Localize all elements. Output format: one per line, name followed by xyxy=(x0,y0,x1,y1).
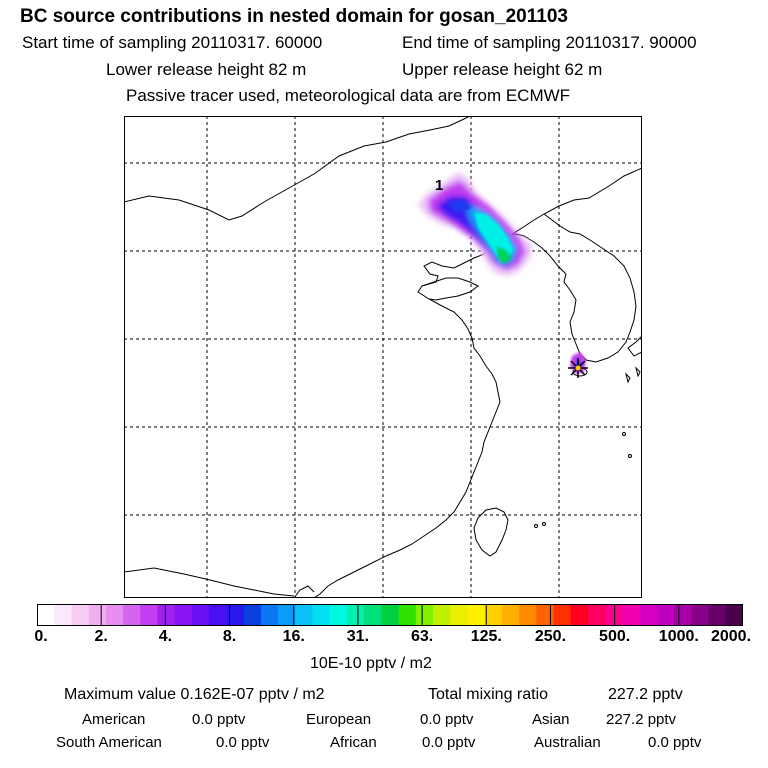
colorbar-swatch xyxy=(674,604,692,626)
total-mixing-label: Total mixing ratio xyxy=(428,686,549,703)
colorbar-tick-label: 16. xyxy=(282,628,305,645)
colorbar-swatch xyxy=(519,604,537,626)
colorbar-swatch xyxy=(54,604,73,626)
region-value: 0.0 pptv xyxy=(216,734,270,751)
star-icon xyxy=(568,358,588,378)
colorbar-swatch xyxy=(450,604,469,626)
colorbar-swatch xyxy=(346,604,365,626)
colorbar-swatch xyxy=(312,604,331,626)
colorbar-swatch xyxy=(364,604,382,626)
colorbar-swatch xyxy=(243,604,262,626)
colorbar-tick-label: 500. xyxy=(599,628,631,645)
region-value: 0.0 pptv xyxy=(648,734,702,751)
colorbar-swatch xyxy=(570,604,589,626)
colorbar-swatch xyxy=(639,604,658,626)
source-label: 1 xyxy=(435,177,443,194)
region-name: Australian xyxy=(534,734,601,751)
colorbar xyxy=(37,604,743,626)
upper-release-label: Upper release height 62 m xyxy=(402,60,603,79)
colorbar-tick-label: 4. xyxy=(158,628,173,645)
colorbar-swatch xyxy=(123,604,141,626)
colorbar-swatch xyxy=(708,604,727,626)
region-name: African xyxy=(330,734,377,751)
colorbar-swatch xyxy=(260,604,279,626)
colorbar-swatch xyxy=(501,604,520,626)
region-value: 0.0 pptv xyxy=(422,734,476,751)
start-time-label: Start time of sampling 20110317. 60000 xyxy=(22,33,323,52)
colorbar-swatch xyxy=(157,604,176,626)
colorbar-tick-label: 1000. xyxy=(658,628,699,645)
colorbar-swatch xyxy=(88,604,107,626)
colorbar-border xyxy=(37,604,743,626)
colorbar-swatch xyxy=(433,604,451,626)
colorbar-swatch xyxy=(398,604,417,626)
figure-title: BC source contributions in nested domain… xyxy=(20,6,568,27)
lower-release-label: Lower release height 82 m xyxy=(106,60,307,79)
colorbar-swatch xyxy=(484,604,503,626)
colorbar-unit: 10E-10 pptv / m2 xyxy=(310,655,432,672)
region-value: 227.2 pptv xyxy=(606,711,677,728)
region-name: American xyxy=(82,711,146,728)
region-value: 0.0 pptv xyxy=(192,711,246,728)
colorbar-swatch xyxy=(381,604,400,626)
region-value: 0.0 pptv xyxy=(420,711,474,728)
region-name: South American xyxy=(56,734,162,751)
region-name: Asian xyxy=(532,711,570,728)
colorbar-swatch xyxy=(174,604,193,626)
colorbar-swatch xyxy=(105,604,124,626)
colorbar-tick-label: 31. xyxy=(346,628,370,645)
maximum-value: Maximum value 0.162E-07 pptv / m2 xyxy=(64,686,325,703)
colorbar-swatch xyxy=(191,604,210,626)
colorbar-swatch xyxy=(329,604,348,626)
colorbar-tick-label: 250. xyxy=(534,628,567,645)
colorbar-swatch xyxy=(209,604,228,626)
colorbar-swatch xyxy=(467,604,486,626)
model-note: Passive tracer used, meteorological data… xyxy=(126,86,571,105)
total-mixing-value: 227.2 pptv xyxy=(608,686,683,703)
colorbar-swatch xyxy=(656,604,675,626)
map-panel: 1 xyxy=(124,116,642,598)
colorbar-swatch xyxy=(691,604,710,626)
colorbar-swatch xyxy=(553,604,572,626)
colorbar-swatch xyxy=(140,604,159,626)
colorbar-tick-label: 8. xyxy=(222,628,237,645)
colorbar-swatch xyxy=(37,604,55,626)
colorbar-tick-label: 0. xyxy=(34,628,48,645)
colorbar-swatch xyxy=(622,604,641,626)
colorbar-swatch xyxy=(415,604,434,626)
coastlines xyxy=(124,116,642,598)
colorbar-tick-label: 63. xyxy=(410,628,434,645)
colorbar-tick-label: 125. xyxy=(470,628,502,645)
colorbar-swatch xyxy=(295,604,314,626)
colorbar-swatch xyxy=(536,604,555,626)
colorbar-swatch xyxy=(278,604,296,626)
region-name: European xyxy=(306,711,372,728)
end-time-label: End time of sampling 20110317. 90000 xyxy=(402,33,697,52)
colorbar-tick-label: 2000. xyxy=(710,628,752,645)
colorbar-tick-label: 2. xyxy=(94,628,108,645)
colorbar-swatch xyxy=(588,604,606,626)
colorbar-swatch xyxy=(226,604,245,626)
colorbar-swatch xyxy=(725,604,743,626)
colorbar-swatch xyxy=(71,604,90,626)
